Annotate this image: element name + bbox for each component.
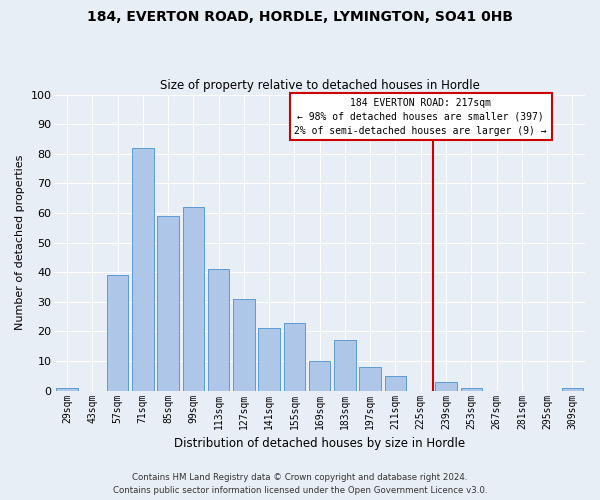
Text: 184, EVERTON ROAD, HORDLE, LYMINGTON, SO41 0HB: 184, EVERTON ROAD, HORDLE, LYMINGTON, SO… <box>87 10 513 24</box>
Bar <box>359 367 381 390</box>
Y-axis label: Number of detached properties: Number of detached properties <box>15 155 25 330</box>
Bar <box>461 388 482 390</box>
Bar <box>182 207 204 390</box>
Bar <box>107 275 128 390</box>
Bar <box>435 382 457 390</box>
Bar <box>208 269 229 390</box>
Bar <box>385 376 406 390</box>
X-axis label: Distribution of detached houses by size in Hordle: Distribution of detached houses by size … <box>174 437 465 450</box>
Bar <box>157 216 179 390</box>
Bar <box>284 322 305 390</box>
Bar <box>233 299 254 390</box>
Bar <box>56 388 78 390</box>
Bar <box>259 328 280 390</box>
Bar <box>562 388 583 390</box>
Bar <box>132 148 154 390</box>
Bar <box>334 340 356 390</box>
Bar <box>309 361 331 390</box>
Title: Size of property relative to detached houses in Hordle: Size of property relative to detached ho… <box>160 79 479 92</box>
Text: 184 EVERTON ROAD: 217sqm
← 98% of detached houses are smaller (397)
2% of semi-d: 184 EVERTON ROAD: 217sqm ← 98% of detach… <box>295 98 547 136</box>
Text: Contains HM Land Registry data © Crown copyright and database right 2024.
Contai: Contains HM Land Registry data © Crown c… <box>113 474 487 495</box>
